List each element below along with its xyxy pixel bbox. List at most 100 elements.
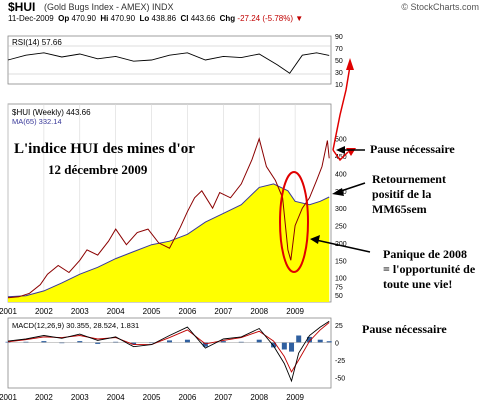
price-ytick-2: 100 (335, 276, 347, 283)
macd-hist-bar-19 (306, 336, 312, 343)
macd-xtick-6: 2007 (214, 393, 232, 402)
macd-hist-bar-5 (95, 342, 101, 344)
macd-xtick-3: 2004 (107, 393, 125, 402)
macd-hist-bar-17 (289, 342, 295, 352)
price-xtick-8: 2009 (286, 307, 304, 316)
macd-ytick-2: 0 (335, 341, 339, 348)
price-ytick-0: 50 (335, 293, 343, 300)
price-xtick-6: 2007 (214, 307, 232, 316)
macd-hist-bar-2 (41, 341, 47, 343)
ma-turn-arrow-head (332, 188, 344, 196)
retournement-line-3: MM65sem (372, 202, 427, 216)
macd-hist-bar-3 (59, 342, 65, 344)
macd-xtick-4: 2005 (143, 393, 161, 402)
macd-xtick-0: 2001 (0, 393, 17, 402)
rsi-ytick-1: 30 (335, 70, 343, 77)
change-value: -27.24 (-5.78%) (237, 14, 294, 23)
ma-area-fill (8, 183, 330, 302)
macd-hist-bar-0 (5, 341, 11, 343)
panique-line-3: toute une vie! (383, 277, 453, 291)
macd-hist-bar-9 (167, 340, 172, 343)
macd-hist-bar-15 (271, 342, 277, 348)
symbol: $HUI (8, 0, 36, 14)
macd-xtick-5: 2006 (179, 393, 197, 402)
macd-xtick-1: 2002 (35, 393, 53, 402)
rsi-line (7, 52, 330, 74)
macd-ytick-0: -50 (335, 376, 345, 383)
macd-hist-bar-12 (220, 341, 226, 343)
macd-frame (7, 317, 332, 389)
down-arrow-icon: ▼ (295, 14, 304, 23)
main-date: 12 décembre 2009 (48, 162, 148, 177)
ma-legend: MA(65) 332.14 (12, 117, 62, 126)
price-xtick-3: 2004 (107, 307, 125, 316)
price-ytick-5: 250 (335, 224, 347, 231)
panique-line-1: Panique de 2008 (383, 247, 468, 261)
chart-header: $HUI (Gold Bugs Index - AMEX) INDX © Sto… (0, 0, 485, 27)
price-xtick-1: 2002 (35, 307, 53, 316)
pause-label: Pause nécessaire (370, 142, 455, 156)
macd-pause-label: Pause nécessaire (362, 322, 447, 336)
panique-line-2: = l'opportunité de (383, 262, 476, 276)
projection-arrow-down (332, 149, 349, 162)
macd-hist-bar-1 (23, 341, 29, 343)
macd-histogram (5, 335, 332, 352)
macd-xtick-8: 2009 (286, 393, 304, 402)
close-value: 443.66 (190, 14, 216, 23)
price-ytick-6: 300 (335, 206, 347, 213)
rsi-panel: RSI(14) 57.66 10 30 50 70 90 (7, 34, 343, 89)
rsi-ytick-4: 90 (335, 34, 343, 41)
price-ytick-10: 500 (335, 137, 347, 144)
retournement-line-1: Retournement (372, 172, 446, 186)
price-ytick-9: 450 (335, 154, 347, 161)
retournement-label: Retournement positif de la MM65sem (372, 172, 446, 217)
index-name: (Gold Bugs Index - AMEX) INDX (44, 2, 174, 12)
rsi-ytick-2: 50 (335, 58, 343, 65)
price-ytick-8: 400 (335, 171, 347, 178)
macd-ytick-1: -25 (335, 358, 345, 365)
hui-price-line (7, 136, 330, 299)
macd-hist-bar-16 (281, 342, 287, 350)
close-label: Cl (180, 14, 189, 23)
macd-hist-bar-13 (238, 341, 244, 343)
stockcharts-logo: © StockCharts.com (401, 2, 479, 12)
price-panel: $HUI (Weekly) 443.66 MA(65) 332.14 50751… (0, 103, 347, 316)
price-xtick-2: 2003 (71, 307, 89, 316)
macd-hist-bar-7 (131, 342, 137, 345)
price-ytick-1: 75 (335, 284, 343, 291)
main-title: L'indice HUI des mines d'or (14, 141, 195, 157)
high-label: Hi (100, 14, 109, 23)
price-ytick-4: 200 (335, 241, 347, 248)
pause-arrow-head (336, 146, 345, 154)
price-xtick-7: 2008 (250, 307, 268, 316)
macd-legend: MACD(12,26,9) 30.355, 28.524, 1.831 (12, 321, 139, 330)
quote-line: 11-Dec-2009 Op 470.90 Hi 470.90 Lo 438.8… (8, 14, 303, 23)
macd-hist-bar-10 (184, 339, 190, 343)
panic-arrow-head (310, 235, 320, 244)
rsi-ytick-3: 70 (335, 46, 343, 53)
macd-hist-bar-8 (149, 342, 155, 344)
panic-ellipse (279, 171, 309, 273)
price-xtick-5: 2006 (179, 307, 197, 316)
macd-line (7, 320, 330, 383)
rsi-legend: RSI(14) 57.66 (12, 38, 62, 47)
rsi-y-axis: 10 30 50 70 90 (335, 34, 343, 89)
low-label: Lo (139, 14, 150, 23)
low-value: 438.86 (151, 14, 177, 23)
macd-hist-bar-18 (296, 335, 302, 343)
macd-y-axis: -50 -25 0 25 (335, 323, 345, 383)
macd-hist-bar-6 (113, 341, 119, 343)
price-xtick-4: 2005 (143, 307, 161, 316)
macd-xtick-7: 2008 (250, 393, 268, 402)
high-value: 470.90 (110, 14, 136, 23)
projection-arrow-up (332, 65, 351, 151)
macd-hist-bar-21 (326, 341, 332, 343)
projection-arrow-up-head (346, 58, 354, 70)
price-y-axis: 5075100150200250300350400450500 (335, 137, 347, 300)
panic-arrow (315, 239, 371, 253)
price-x-axis: 2001 2002 2003 2004 2005 2006 2007 2008 2009 (0, 307, 305, 316)
panique-label: Panique de 2008 = l'opportunité de toute… (383, 247, 475, 292)
macd-xtick-2: 2003 (71, 393, 89, 402)
open-label: Op (58, 14, 70, 23)
